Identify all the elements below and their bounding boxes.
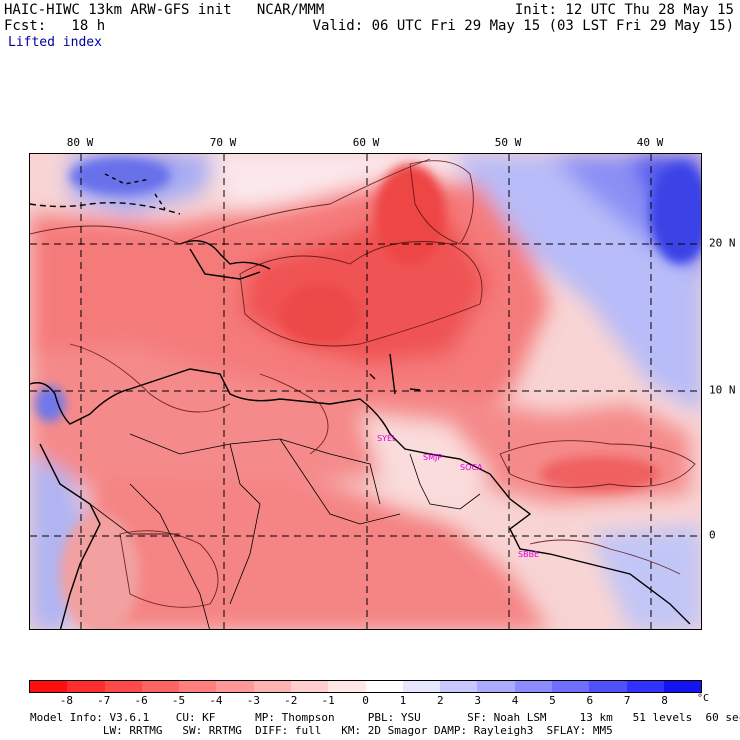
lon-label-80w: 80 W <box>66 136 94 149</box>
station-smjp: SMJP <box>423 453 442 462</box>
model-info-line2: LW: RRTMG SW: RRTMG DIFF: full KM: 2D Sm… <box>30 724 613 737</box>
field-name: Lifted index <box>8 35 102 50</box>
colorbar-tick-label: -3 <box>246 694 260 707</box>
colorbar-tick-label: -1 <box>321 694 335 707</box>
colorbar-tick-label: -6 <box>134 694 148 707</box>
colorbar-swatch <box>30 681 68 692</box>
lon-label-50w: 50 W <box>494 136 522 149</box>
lon-label-60w: 60 W <box>352 136 380 149</box>
colorbar-tick-label: -8 <box>59 694 73 707</box>
colorbar-tick-label: 5 <box>549 694 556 707</box>
colorbar-tick-label: 8 <box>661 694 668 707</box>
coastlines <box>30 173 691 629</box>
forecast-hour: Fcst: 18 h <box>4 18 106 34</box>
colorbar-tick-label: -7 <box>97 694 111 707</box>
colorbar-swatch <box>365 681 403 692</box>
model-info-line1: Model Info: V3.6.1 CU: KF MP: Thompson P… <box>30 711 740 724</box>
map-canvas: SYEL SMJP SOCA SBBE <box>30 154 701 629</box>
colorbar-swatch <box>663 681 702 692</box>
colorbar-swatch <box>104 681 142 692</box>
colorbar-tick-label: 6 <box>586 694 594 707</box>
header-title: HAIC-HIWC 13km ARW-GFS init NCAR/MMM <box>4 2 325 18</box>
station-syel: SYEL <box>377 434 397 443</box>
colorbar-swatch <box>626 681 664 692</box>
colorbar-tick-label: -5 <box>171 694 186 707</box>
colorbar <box>29 680 702 693</box>
colorbar-swatch <box>514 681 552 692</box>
contours <box>30 158 696 608</box>
colorbar-tick-label: 3 <box>474 694 481 707</box>
colorbar-swatch <box>440 681 478 692</box>
lat-label-0: 0 <box>709 528 716 542</box>
graticule <box>30 154 701 629</box>
colorbar-tick-label: -4 <box>209 694 223 707</box>
colorbar-swatch <box>290 681 329 692</box>
lifted-index-map: SYEL SMJP SOCA SBBE <box>29 153 702 630</box>
station-soca: SOCA <box>460 463 483 472</box>
colorbar-tick-label: 2 <box>436 694 444 707</box>
colorbar-swatch <box>67 681 105 692</box>
colorbar-swatch <box>253 681 291 692</box>
colorbar-swatch <box>551 681 590 692</box>
lat-label-10n: 10 N <box>709 383 736 397</box>
colorbar-swatch <box>216 681 254 692</box>
country-borders <box>89 433 481 629</box>
station-sbbe: SBBE <box>518 550 539 559</box>
colorbar-swatch <box>477 681 515 692</box>
colorbar-tick-label: 0 <box>362 694 369 707</box>
valid-time: Valid: 06 UTC Fri 29 May 15 (03 LST Fri … <box>312 18 734 34</box>
colorbar-tick-label: 7 <box>623 694 631 707</box>
colorbar-tick-label: 1 <box>399 694 407 707</box>
lon-label-70w: 70 W <box>209 136 237 149</box>
colorbar-tick-label: -2 <box>284 694 298 707</box>
lat-label-20n: 20 N <box>709 236 736 250</box>
colorbar-swatch <box>328 681 366 692</box>
init-time: Init: 12 UTC Thu 28 May 15 <box>514 2 734 18</box>
colorbar-swatch <box>179 681 217 692</box>
colorbar-swatch <box>589 681 627 692</box>
colorbar-unit: °C <box>697 693 710 704</box>
colorbar-swatch <box>141 681 180 692</box>
colorbar-swatch <box>402 681 441 692</box>
lon-label-40w: 40 W <box>636 136 664 149</box>
colorbar-tick-label: 4 <box>511 694 519 707</box>
